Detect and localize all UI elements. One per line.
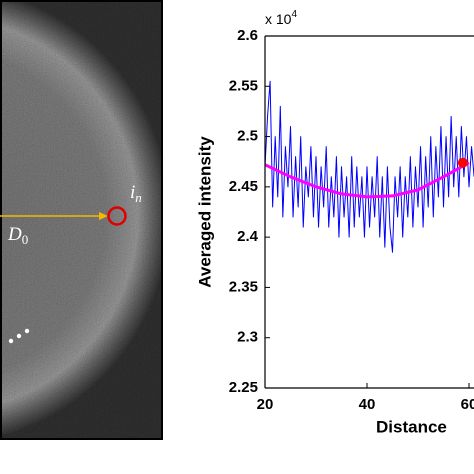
x-tick-label: 20 — [257, 396, 274, 413]
image-noise — [0, 0, 163, 440]
plot-area — [265, 80, 474, 253]
arrow-head — [99, 212, 108, 220]
x-tick-label: 60 — [461, 396, 474, 413]
x-axis-label: Distance — [376, 417, 447, 436]
label-d0: D0 — [7, 224, 28, 247]
data-line — [265, 80, 474, 253]
dot — [8, 338, 14, 344]
y-tick-label: 2.25 — [229, 379, 258, 396]
y-axis-label: Averaged intensity — [195, 136, 214, 288]
y-tick-label: 2.6 — [237, 27, 258, 44]
multiplier: x 104 — [265, 9, 297, 27]
y-tick-label: 2.45 — [229, 178, 258, 195]
y-tick-label: 2.55 — [229, 77, 258, 94]
fit-point — [457, 157, 468, 168]
y-tick-label: 2.35 — [229, 278, 258, 295]
marker-circle — [107, 206, 127, 226]
dot — [24, 328, 30, 334]
image-border — [0, 0, 163, 440]
y-tick-label: 2.5 — [237, 128, 258, 145]
y-tick-label: 2.3 — [237, 329, 258, 346]
dot — [16, 333, 22, 339]
label-in: in — [130, 182, 142, 205]
fit-curve — [265, 161, 470, 199]
micrograph: in D0 — [0, 0, 163, 440]
x-tick-label: 40 — [359, 396, 376, 413]
y-tick-label: 2.4 — [237, 228, 259, 245]
